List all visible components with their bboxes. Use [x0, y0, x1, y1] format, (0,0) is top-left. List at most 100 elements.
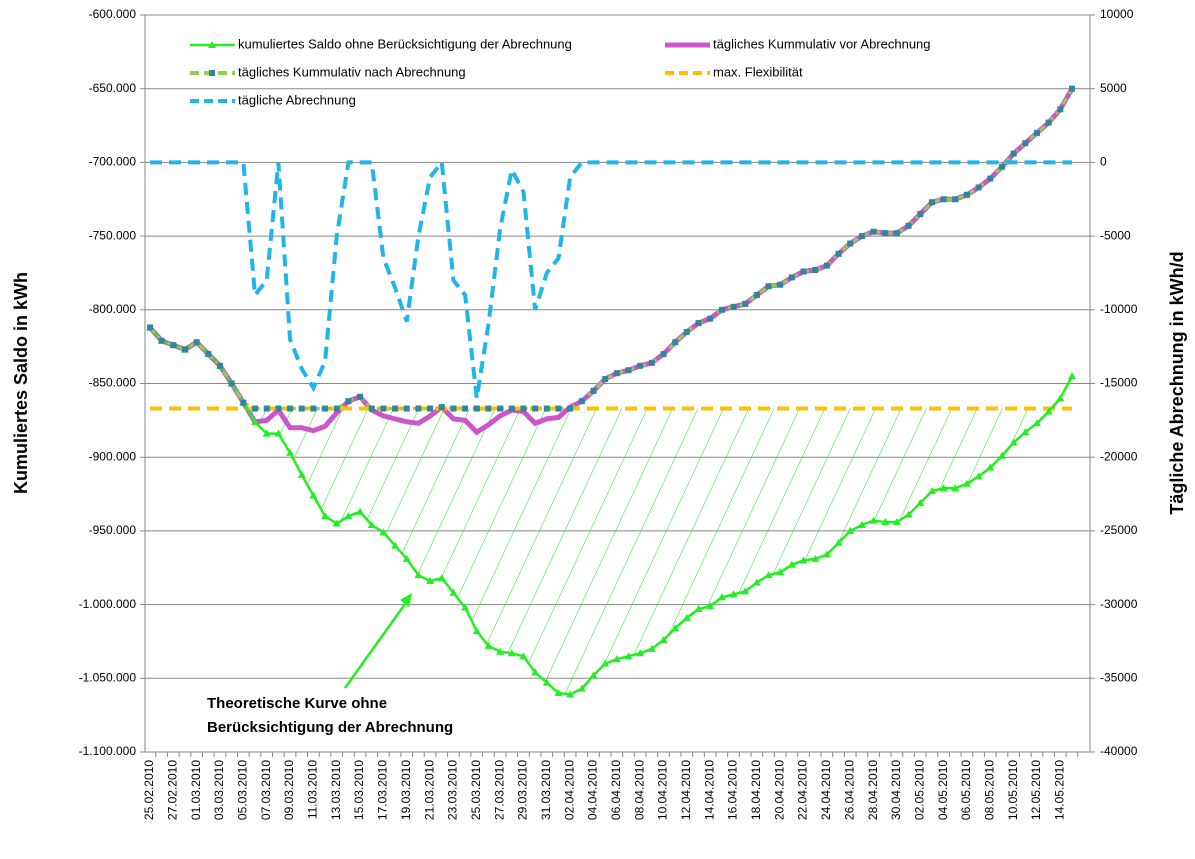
x-tick-label: 20.04.2010 [772, 760, 786, 820]
x-tick-label: 09.03.2010 [282, 760, 296, 820]
marker [717, 593, 726, 601]
marker [857, 521, 866, 529]
y-tick-label: -750.000 [89, 228, 137, 242]
marker [1057, 106, 1064, 113]
marker [742, 300, 749, 307]
legend-marker [208, 41, 216, 48]
marker [485, 405, 492, 412]
marker [367, 521, 376, 529]
marker [730, 303, 737, 310]
y2-tick-label: 10000 [1100, 7, 1134, 21]
y-tick-label: -1.000.000 [79, 597, 137, 611]
marker [858, 233, 865, 240]
marker [624, 652, 633, 660]
marker [905, 222, 912, 229]
y2-tick-label: 0 [1100, 155, 1107, 169]
marker [613, 370, 620, 377]
marker [1056, 394, 1065, 402]
marker [777, 281, 784, 288]
marker [472, 627, 481, 635]
marker [170, 342, 177, 349]
marker [437, 574, 446, 582]
y2-tick-label: -40000 [1100, 744, 1138, 758]
marker [532, 405, 539, 412]
marker [473, 405, 480, 412]
y-tick-label: -900.000 [89, 449, 137, 463]
marker [870, 228, 877, 235]
marker [287, 405, 294, 412]
y-tick-label: -950.000 [89, 523, 137, 537]
marker [800, 268, 807, 275]
series-line [148, 87, 1075, 436]
x-tick-label: 06.05.2010 [959, 760, 973, 820]
marker [787, 560, 796, 568]
x-tick-label: 25.03.2010 [469, 760, 483, 820]
y-axis-label: Kumuliertes Saldo in kWh [11, 272, 31, 494]
marker [228, 380, 235, 387]
marker [252, 405, 259, 412]
marker [449, 588, 458, 596]
marker [567, 405, 574, 412]
marker [309, 491, 318, 499]
annotation: Theoretische Kurve ohne [207, 695, 387, 712]
marker [718, 306, 725, 313]
marker [975, 184, 982, 191]
y-tick-label: -700.000 [89, 155, 137, 169]
marker [357, 393, 364, 400]
marker [531, 668, 540, 676]
marker [672, 339, 679, 346]
marker [835, 250, 842, 257]
series-line [150, 157, 1072, 399]
marker [660, 351, 667, 358]
x-tick-label: 22.04.2010 [796, 760, 810, 820]
y2-tick-label: -30000 [1100, 597, 1138, 611]
marker [1044, 407, 1053, 415]
marker [882, 230, 889, 237]
marker [555, 405, 562, 412]
marker [403, 405, 410, 412]
x-tick-label: 06.04.2010 [609, 760, 623, 820]
marker [987, 175, 994, 182]
marker [869, 516, 878, 524]
marker [298, 405, 305, 412]
marker [602, 376, 609, 383]
marker [414, 571, 423, 579]
y2-tick-label: 5000 [1100, 81, 1127, 95]
marker [695, 320, 702, 327]
x-tick-label: 07.03.2010 [259, 760, 273, 820]
x-tick-label: 14.04.2010 [702, 760, 716, 820]
marker [368, 405, 375, 412]
marker [917, 210, 924, 217]
x-tick-label: 16.04.2010 [726, 760, 740, 820]
x-tick-label: 30.04.2010 [889, 760, 903, 820]
x-tick-label: 08.05.2010 [982, 760, 996, 820]
x-tick-label: 12.05.2010 [1029, 760, 1043, 820]
marker [1045, 119, 1052, 126]
marker [1022, 140, 1029, 147]
marker [764, 571, 773, 579]
marker [707, 315, 714, 322]
marker [391, 541, 400, 549]
x-tick-label: 23.03.2010 [446, 760, 460, 820]
marker [240, 399, 247, 406]
marker [799, 556, 808, 564]
marker [286, 448, 295, 456]
y2-tick-label: -20000 [1100, 449, 1138, 463]
y2-tick-label: -35000 [1100, 670, 1138, 684]
marker [601, 659, 610, 667]
marker [262, 429, 271, 437]
x-tick-label: 14.05.2010 [1053, 760, 1067, 820]
legend-label: max. Flexibilität [713, 64, 803, 79]
y-tick-label: -1.050.000 [79, 670, 137, 684]
marker [193, 339, 200, 346]
marker [998, 163, 1005, 170]
marker [636, 649, 645, 657]
x-tick-label: 25.02.2010 [142, 760, 156, 820]
marker [951, 484, 960, 492]
marker [543, 405, 550, 412]
marker [147, 324, 153, 331]
marker [182, 346, 189, 353]
x-tick-label: 27.03.2010 [492, 760, 506, 820]
x-tick-label: 04.04.2010 [586, 760, 600, 820]
